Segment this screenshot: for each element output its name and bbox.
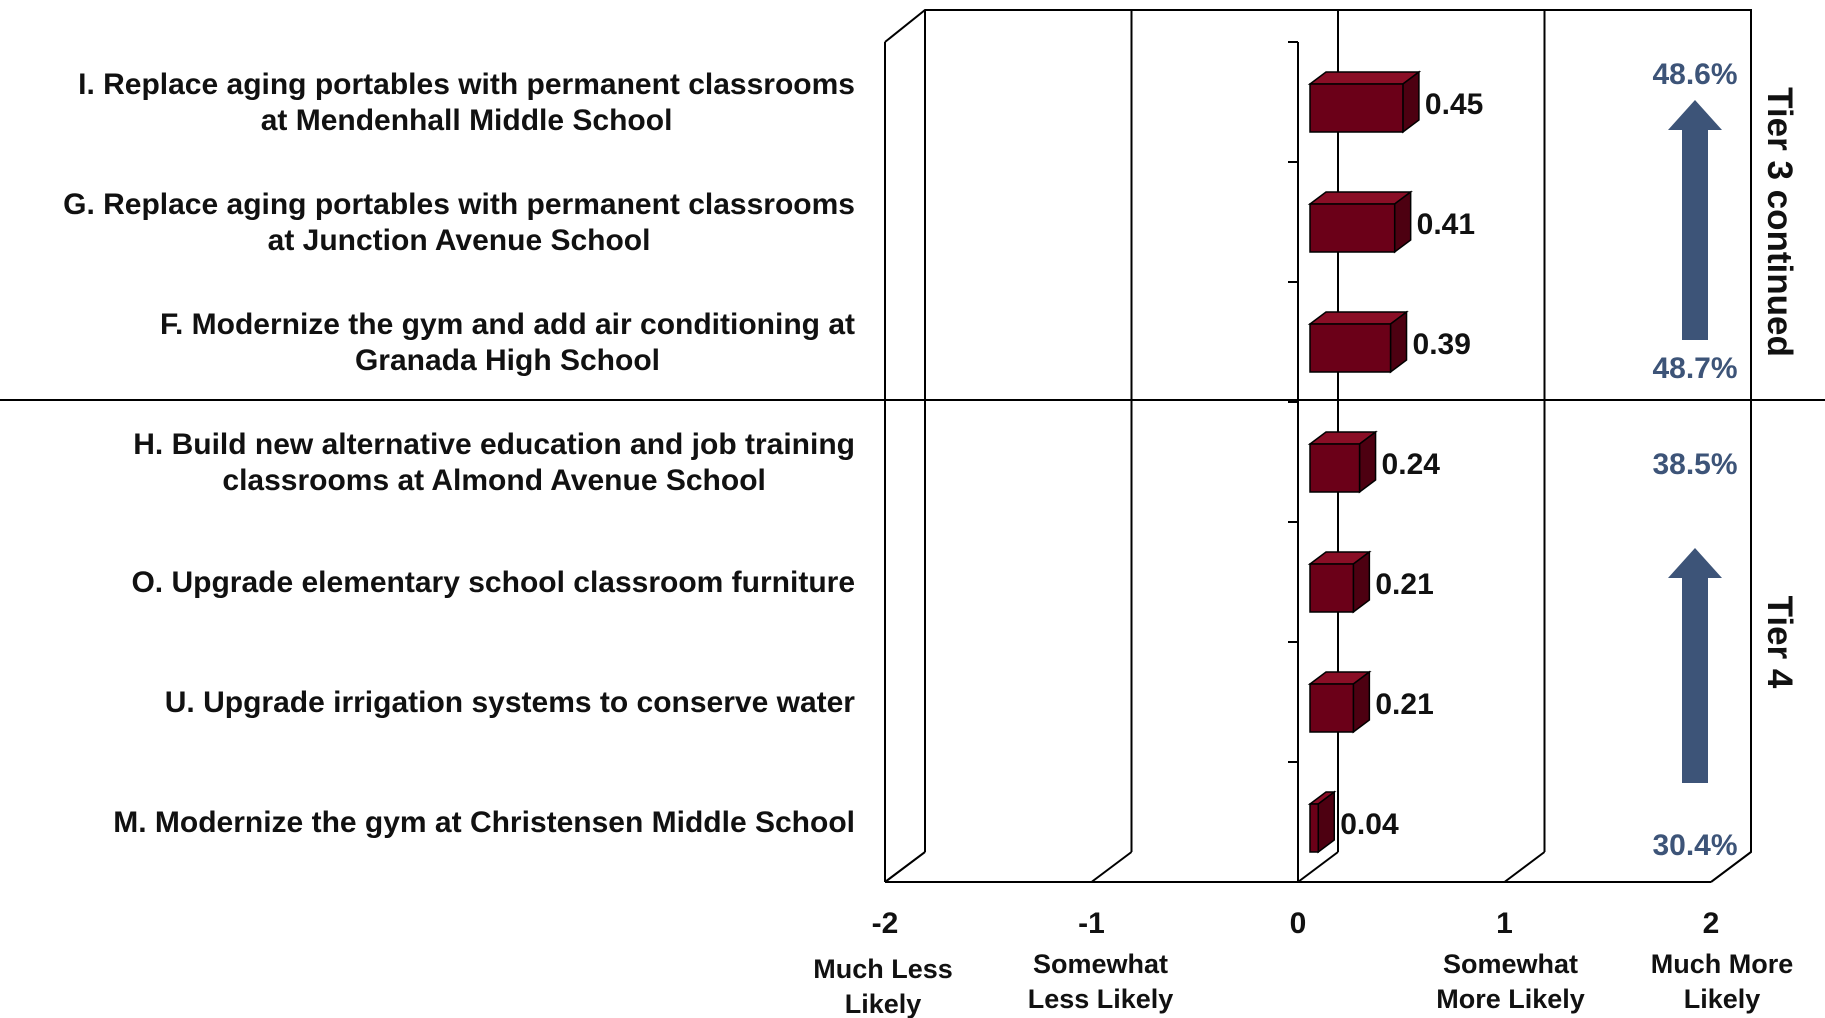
bar-front <box>1309 83 1404 133</box>
x-tick-label: -1 <box>1078 907 1105 940</box>
bar-front <box>1309 323 1392 373</box>
data-label: 0.21 <box>1375 688 1433 721</box>
data-label: 0.41 <box>1417 208 1475 241</box>
data-label: 0.24 <box>1382 448 1441 481</box>
tier-top-percent: 38.5% <box>1652 448 1737 481</box>
bar-top <box>1307 71 1422 85</box>
tier-bottom-percent: 30.4% <box>1652 829 1737 862</box>
category-label: at Junction Avenue School <box>268 224 651 257</box>
bar-front <box>1309 683 1355 733</box>
bar-front <box>1309 203 1396 253</box>
tier-label: Tier 3 continued <box>1760 87 1799 357</box>
x-tick-label: -2 <box>872 907 899 940</box>
bar-front <box>1309 803 1320 853</box>
x-tick-label: 0 <box>1290 907 1307 940</box>
bar-top <box>1307 191 1413 205</box>
floor-gridline <box>1297 851 1339 883</box>
data-label: 0.39 <box>1413 328 1471 361</box>
category-labels: I. Replace aging portables with permanen… <box>63 68 855 839</box>
x-axis: -2 Much Less Likely -1 Somewhat Less Likely 0 1… <box>813 907 1793 1018</box>
x-tick-label: 2 <box>1703 907 1720 940</box>
bar <box>1307 310 1409 374</box>
category-label: M. Modernize the gym at Christensen Midd… <box>113 806 855 839</box>
x-tick-description: Much Less <box>813 954 953 984</box>
bar <box>1307 550 1372 614</box>
category-label: G. Replace aging portables with permanen… <box>63 188 855 221</box>
x-tick-description: More Likely <box>1436 984 1585 1014</box>
data-label: 0.45 <box>1425 88 1483 121</box>
x-tick-description: Likely <box>1684 984 1761 1014</box>
category-label: Granada High School <box>355 344 660 377</box>
bar-front <box>1309 563 1355 613</box>
category-label: U. Upgrade irrigation systems to conserv… <box>165 686 856 719</box>
bar-front <box>1309 443 1361 493</box>
bar <box>1307 790 1337 854</box>
category-label: at Mendenhall Middle School <box>261 104 673 137</box>
tier-annotations: 48.6% 48.7% Tier 3 continued 38.5% 30.4% Tier… <box>1652 58 1799 862</box>
data-label: 0.21 <box>1375 568 1433 601</box>
x-tick-description: Likely <box>845 989 922 1018</box>
category-label: F. Modernize the gym and add air conditi… <box>160 308 855 341</box>
category-label: I. Replace aging portables with permanen… <box>78 68 855 101</box>
bar <box>1307 430 1378 494</box>
floor-gridline <box>1090 851 1133 883</box>
tier-arrow-icon <box>1668 548 1722 783</box>
floor-gridline <box>884 851 926 883</box>
tier-label: Tier 4 <box>1760 596 1799 689</box>
bar <box>1307 670 1372 734</box>
tier-arrow-icon <box>1668 100 1722 340</box>
x-tick-description: Somewhat <box>1033 949 1168 979</box>
bars: 0.45 0.41 0.39 0.24 0.21 0.21 0.04 <box>1307 70 1483 854</box>
tier-bottom-percent: 48.7% <box>1652 352 1737 385</box>
x-tick-label: 1 <box>1496 907 1513 940</box>
category-label: classrooms at Almond Avenue School <box>222 464 765 497</box>
x-tick-description: Less Likely <box>1028 984 1174 1014</box>
bar <box>1307 190 1413 254</box>
bar <box>1307 70 1422 134</box>
floor-gridline <box>1710 851 1752 883</box>
category-label: H. Build new alternative education and j… <box>133 428 855 461</box>
tier-top-percent: 48.6% <box>1652 58 1737 91</box>
data-label: 0.04 <box>1340 808 1399 841</box>
category-label: O. Upgrade elementary school classroom f… <box>131 566 855 599</box>
x-tick-description: Somewhat <box>1443 949 1578 979</box>
floor-gridline <box>1503 851 1546 883</box>
x-tick-description: Much More <box>1651 949 1794 979</box>
